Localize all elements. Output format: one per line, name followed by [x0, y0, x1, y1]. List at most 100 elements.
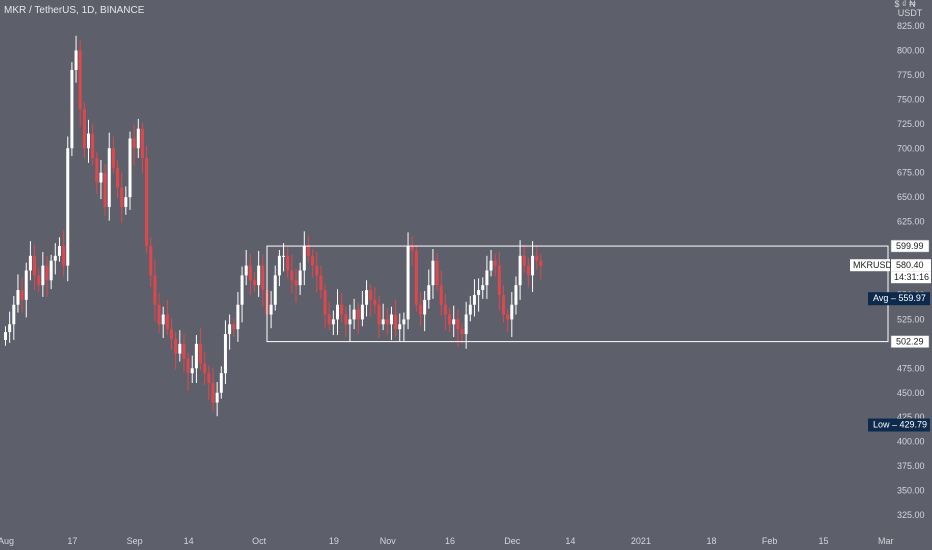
time-tick-label: 19 — [329, 536, 339, 546]
candle — [20, 278, 24, 313]
candle-body — [506, 314, 510, 320]
candle-body — [369, 290, 373, 300]
price-tick-label: 700.00 — [897, 143, 925, 153]
candle-body — [522, 255, 526, 266]
candle — [12, 295, 16, 340]
candle-body — [389, 314, 393, 325]
candle — [145, 145, 149, 253]
time-tick-label: 18 — [706, 536, 716, 546]
candle — [219, 366, 223, 399]
low-tag: Low – 429.79 — [868, 418, 930, 432]
candle-body — [269, 304, 273, 315]
candle-body — [518, 255, 522, 286]
time-axis: Aug 17 Sep 14 Oct 19 Nov 16 Dec 14 2021 18 Feb 15 Mar — [0, 536, 894, 546]
candle-body — [153, 275, 157, 305]
candle-body — [107, 148, 111, 207]
candle-body — [526, 265, 530, 276]
candle — [136, 118, 140, 159]
candle-body — [481, 285, 485, 291]
candle — [215, 381, 219, 417]
candle — [443, 293, 447, 331]
candle-body — [45, 265, 49, 281]
candle-body — [194, 343, 198, 369]
candle — [95, 152, 99, 195]
candle — [456, 309, 460, 347]
price-tick-label: 350.00 — [897, 486, 925, 496]
candle-body — [116, 167, 120, 188]
candle-body — [419, 304, 422, 315]
candle — [103, 163, 107, 216]
candle-body — [207, 373, 211, 383]
candle — [240, 266, 244, 323]
time-tick-label: Dec — [504, 536, 521, 546]
candle — [327, 301, 331, 331]
candle-body — [53, 255, 57, 261]
candle-body — [385, 319, 389, 325]
candle-body — [24, 270, 28, 300]
candle-body — [356, 309, 360, 320]
candle-body — [398, 324, 402, 330]
candle-body — [78, 50, 82, 110]
candle-body — [87, 133, 90, 149]
candle-body — [439, 285, 443, 305]
candle-body — [136, 128, 140, 149]
candle — [315, 251, 319, 293]
candle-body — [257, 265, 261, 286]
time-tick-label: 15 — [819, 536, 829, 546]
candle — [468, 295, 472, 322]
candle — [174, 332, 178, 370]
candle — [336, 289, 339, 336]
price-tick-label: 375.00 — [897, 461, 925, 471]
candle — [273, 265, 277, 311]
candle-body — [70, 70, 74, 149]
candle — [360, 291, 364, 327]
candle-body — [294, 280, 298, 286]
candle-body — [348, 319, 352, 325]
candle-body — [452, 319, 456, 325]
time-tick-label: 14 — [565, 536, 575, 546]
time-tick-label: Aug — [0, 536, 14, 546]
svg-text:Low – 429.79: Low – 429.79 — [873, 420, 927, 430]
candle — [522, 244, 526, 273]
candle-body — [344, 314, 348, 325]
candle-body — [510, 304, 514, 320]
candle — [402, 312, 406, 342]
candle — [33, 245, 37, 291]
candle-body — [352, 309, 356, 320]
candle — [348, 304, 352, 342]
candle — [460, 323, 464, 344]
candle-body — [497, 265, 501, 295]
candle — [356, 302, 360, 335]
candle-body — [49, 260, 53, 281]
candle-body — [28, 255, 32, 271]
range-rectangle[interactable] — [266, 245, 889, 343]
candle — [518, 240, 522, 300]
candle-body — [182, 343, 186, 359]
price-tick-label: 750.00 — [897, 94, 925, 104]
candle-body — [315, 265, 319, 276]
svg-text:Avg – 559.97: Avg – 559.97 — [873, 293, 926, 303]
candle — [531, 241, 535, 293]
time-tick-label: Mar — [878, 536, 894, 546]
candle-body — [336, 304, 339, 320]
candle-body — [493, 260, 497, 266]
candle-body — [323, 290, 327, 315]
candle — [464, 301, 468, 349]
candle — [261, 254, 265, 307]
candle — [352, 298, 356, 330]
svg-text:502.29: 502.29 — [896, 337, 924, 347]
candle-body — [248, 265, 252, 281]
candle — [381, 303, 385, 331]
candle — [448, 307, 452, 333]
candle — [398, 313, 402, 342]
candle-body — [244, 265, 248, 276]
candle-body — [435, 260, 439, 286]
candle — [302, 231, 306, 286]
currency-usdt: USDT — [898, 8, 923, 18]
candle-body — [211, 382, 215, 403]
candle — [282, 243, 286, 272]
candle-body — [199, 343, 203, 364]
candle — [120, 172, 124, 223]
